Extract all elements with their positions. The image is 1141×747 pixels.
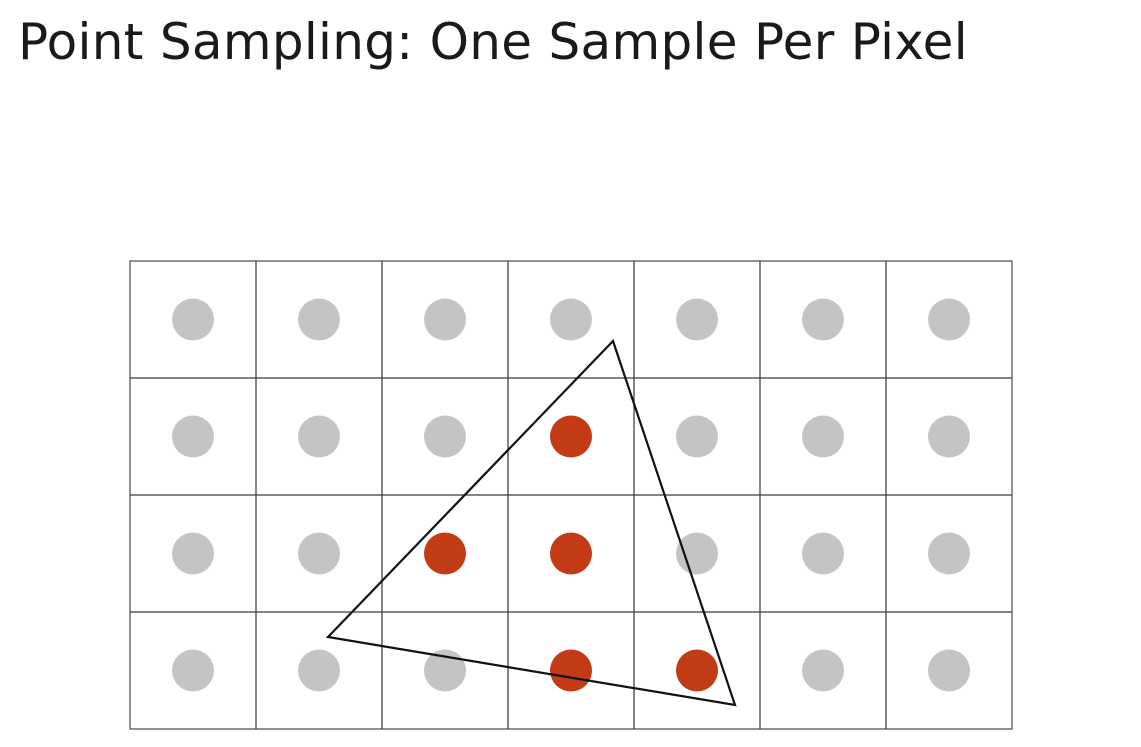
sample-point-uncovered [676, 415, 718, 458]
sample-point-uncovered [298, 532, 340, 575]
sample-point-uncovered [928, 649, 970, 692]
sample-point-covered [424, 532, 466, 575]
sample-point-uncovered [676, 298, 718, 341]
triangle [325, 338, 737, 707]
slide-title: Point Sampling: One Sample Per Pixel [18, 13, 968, 71]
sample-point-uncovered [802, 532, 844, 575]
sample-point-covered [550, 532, 592, 575]
sample-point-uncovered [802, 298, 844, 341]
sample-point-uncovered [676, 532, 718, 575]
sample-point-covered [550, 415, 592, 458]
sample-point-uncovered [802, 649, 844, 692]
sample-point-uncovered [172, 649, 214, 692]
sample-point-uncovered [298, 415, 340, 458]
sample-points [172, 298, 970, 692]
sample-point-uncovered [550, 298, 592, 341]
sample-point-uncovered [172, 532, 214, 575]
sample-point-uncovered [298, 649, 340, 692]
sample-point-uncovered [424, 649, 466, 692]
sample-point-uncovered [928, 415, 970, 458]
sample-point-uncovered [928, 298, 970, 341]
sample-point-uncovered [172, 298, 214, 341]
sample-point-uncovered [298, 298, 340, 341]
sample-point-covered [550, 649, 592, 692]
sample-point-uncovered [172, 415, 214, 458]
pixel-grid [129, 260, 1013, 730]
sample-point-uncovered [928, 532, 970, 575]
sample-point-uncovered [802, 415, 844, 458]
sample-point-covered [676, 649, 718, 692]
pixel-cell [885, 611, 1013, 730]
sample-point-uncovered [424, 415, 466, 458]
sample-point-uncovered [424, 298, 466, 341]
